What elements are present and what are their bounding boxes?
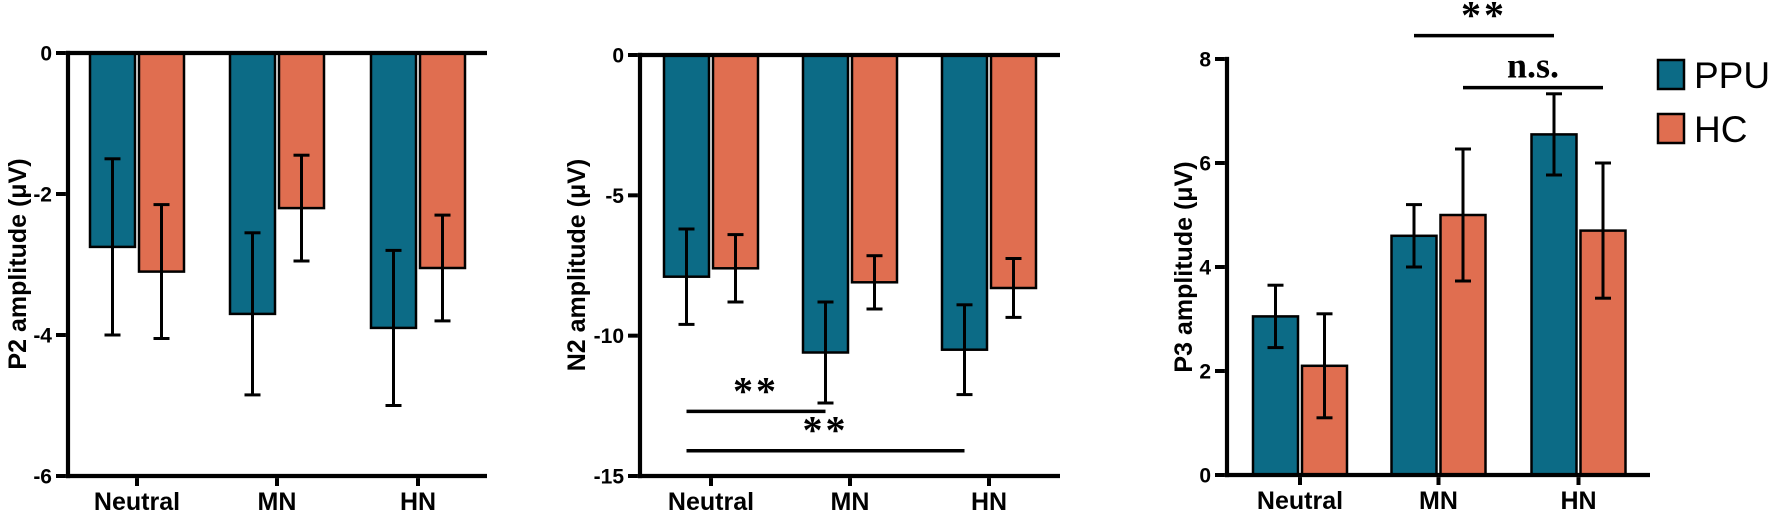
x-category-label: MN (831, 488, 870, 516)
x-category-label: Neutral (1257, 487, 1343, 515)
y-axis-title: N2 amplitude (μV) (563, 159, 591, 372)
legend-label-ppu: PPU (1694, 55, 1770, 96)
error-bar (293, 153, 310, 263)
y-tick-label: 4 (1199, 257, 1211, 280)
significance-label: ** (1461, 0, 1507, 38)
legend-swatch-ppu (1656, 58, 1686, 91)
error-bar (1406, 203, 1422, 269)
error-bar (956, 303, 973, 397)
error-bar (1455, 147, 1471, 283)
y-axis-title: P3 amplitude (μV) (1170, 161, 1198, 372)
legend-swatch-hc (1656, 112, 1686, 145)
y-tick-label: -4 (33, 325, 52, 348)
chart-p2: 0 -2 -4 -6 Neutral MN HN P2 amplitude (μV) (4, 43, 487, 516)
y-tick-label: 2 (1199, 361, 1211, 384)
bar-hc-mn (850, 53, 899, 284)
x-category-label: HN (400, 488, 436, 516)
error-bar (1595, 161, 1611, 300)
error-bar (727, 233, 744, 304)
legend-label-hc: HC (1694, 109, 1747, 150)
x-category-label: MN (1419, 487, 1458, 515)
error-bar (866, 254, 883, 311)
x-category-label: Neutral (94, 488, 180, 516)
error-bar (1005, 257, 1022, 319)
bar-ppu-hn (1530, 133, 1578, 477)
bar-ppu-mn (1390, 234, 1438, 477)
x-category-label: HN (971, 488, 1007, 516)
error-bar (1316, 312, 1333, 420)
error-bar (385, 248, 402, 407)
y-tick-label: 0 (612, 45, 624, 68)
bar-hc-neutral (711, 53, 760, 270)
significance-label: ** (803, 408, 849, 453)
y-tick-label: -6 (33, 466, 52, 489)
x-category-label: MN (258, 488, 297, 516)
bar-hc-hn (989, 53, 1038, 290)
significance-label: n.s. (1507, 46, 1559, 86)
error-bar (817, 300, 834, 405)
x-category-label: HN (1560, 487, 1596, 515)
error-bar (244, 231, 261, 397)
error-bar (153, 203, 170, 340)
y-tick-label: -5 (605, 185, 624, 208)
y-axis-title: P2 amplitude (μV) (4, 158, 32, 369)
error-bar (434, 213, 451, 323)
chart-n2: 0 -5 -10 -15 Neutral MN HN N2 amplitude (μV) ** *… (563, 45, 1060, 516)
y-tick-label: -15 (594, 466, 625, 489)
legend: PPU HC (1656, 55, 1770, 150)
y-tick-label: 0 (40, 43, 52, 66)
y-tick-label: -10 (594, 325, 624, 348)
significance-label: ** (733, 368, 779, 413)
chart-p3: 0 2 4 6 8 Neutral MN HN P3 amplitude (μV) **n.s. (1170, 0, 1650, 515)
x-category-label: Neutral (668, 488, 754, 516)
y-tick-label: 6 (1199, 153, 1211, 176)
error-bar (104, 157, 121, 337)
error-bar (1546, 92, 1562, 177)
y-tick-label: -2 (33, 184, 52, 207)
error-bar (678, 227, 695, 326)
y-tick-label: 8 (1199, 49, 1211, 72)
y-tick-label: 0 (1199, 465, 1211, 488)
error-bar (1267, 283, 1284, 350)
